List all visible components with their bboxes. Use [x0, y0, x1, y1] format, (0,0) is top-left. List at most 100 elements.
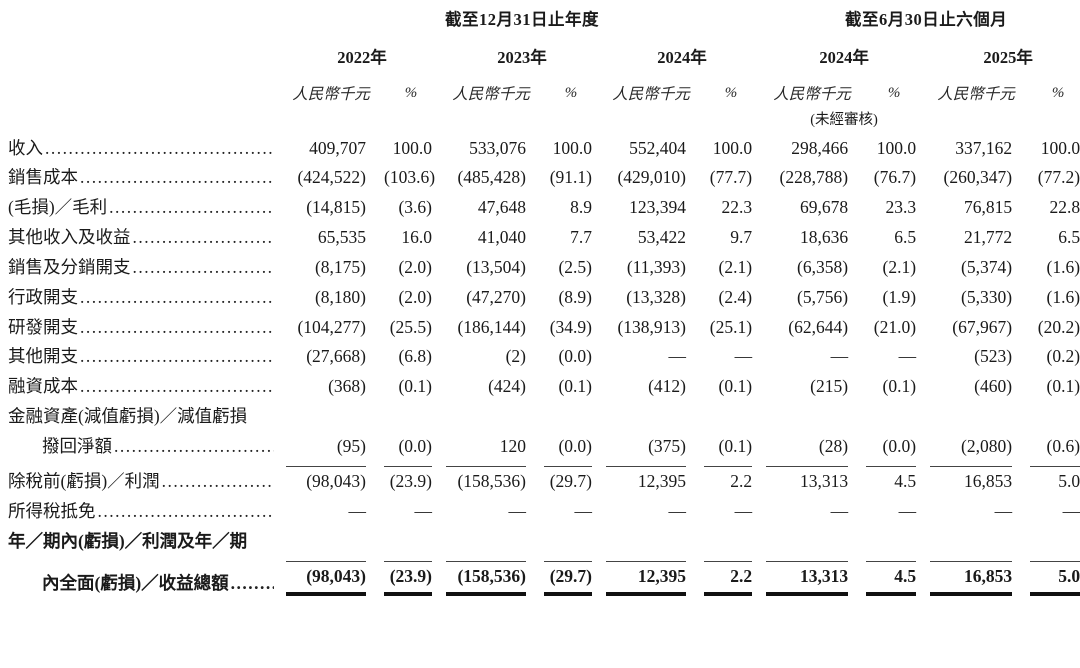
cell-amount: 69,678	[762, 193, 862, 223]
cell-percent	[1026, 402, 1080, 432]
cell-value: (2.0)	[398, 256, 432, 277]
cell-percent: (0.1)	[540, 372, 602, 402]
cell-amount	[926, 526, 1026, 556]
cell-percent: (103.6)	[380, 163, 442, 193]
leader-dots: ........................................…	[132, 227, 275, 248]
double-underline	[606, 592, 686, 597]
cell-value: (0.1)	[882, 376, 917, 397]
cell-percent: (0.1)	[700, 431, 762, 461]
cell-percent: (29.7)	[540, 556, 602, 598]
cell-value: 16,853	[930, 465, 1013, 494]
cell-percent: 2.2	[700, 556, 762, 598]
cell-percent: (77.2)	[1026, 163, 1080, 193]
table-row: (毛損)／毛利.................................…	[0, 193, 1080, 223]
cell-amount: 409,707	[282, 133, 380, 163]
cell-amount: (215)	[762, 372, 862, 402]
cell-value: (5,330)	[961, 286, 1013, 307]
cell-percent: —	[700, 342, 762, 372]
cell-percent: 22.8	[1026, 193, 1080, 223]
cell-value: (21.0)	[873, 316, 917, 337]
group-title-annual: 截至12月31日止年度	[445, 10, 600, 29]
cell-value: (77.7)	[709, 167, 753, 188]
row-label: 銷售成本....................................…	[0, 163, 282, 193]
cell-percent: 16.0	[380, 223, 442, 253]
cell-value: 2.2	[704, 465, 753, 494]
cell-amount: (424,522)	[282, 163, 380, 193]
cell-percent: —	[862, 497, 926, 527]
cell-amount: (523)	[926, 342, 1026, 372]
cell-value: —	[734, 501, 753, 522]
pct-label-2025-interim: %	[1051, 84, 1065, 101]
cell-amount: (368)	[282, 372, 380, 402]
cell-percent: (0.0)	[862, 431, 926, 461]
cell-value: (228,788)	[779, 167, 849, 188]
cell-amount: (485,428)	[442, 163, 540, 193]
year-header-2023: 2023年	[497, 48, 547, 67]
cell-amount	[602, 402, 700, 432]
cell-amount: (67,967)	[926, 312, 1026, 342]
cell-amount: 41,040	[442, 223, 540, 253]
cell-value: 100.0	[552, 137, 592, 158]
cell-percent: 22.3	[700, 193, 762, 223]
cell-percent: —	[540, 497, 602, 527]
cell-amount: 76,815	[926, 193, 1026, 223]
cell-value: 5.0	[1030, 465, 1080, 494]
unit-label-2024: 人民幣千元	[612, 86, 690, 103]
cell-percent: —	[862, 342, 926, 372]
cell-value: (375)	[648, 435, 686, 456]
cell-percent: (25.1)	[700, 312, 762, 342]
cell-value: (11,393)	[626, 256, 686, 277]
table-row: 其他收入及收益.................................…	[0, 223, 1080, 253]
cell-value: (34.9)	[549, 316, 592, 337]
cell-value: 22.3	[721, 197, 753, 218]
cell-value: 6.5	[1058, 227, 1080, 248]
table-row: 銷售成本....................................…	[0, 163, 1080, 193]
unit-row-spacer	[0, 73, 282, 106]
cell-value: 16.0	[401, 227, 432, 248]
cell-amount: (158,536)	[442, 556, 540, 598]
cell-amount: —	[602, 342, 700, 372]
cell-value: (95)	[336, 435, 366, 456]
table-row: 收入......................................…	[0, 133, 1080, 163]
cell-percent: (8.9)	[540, 282, 602, 312]
cell-value: (0.0)	[558, 435, 592, 456]
cell-value: 533,076	[469, 137, 526, 158]
cell-percent	[700, 526, 762, 556]
header-year-row: 2022年 2023年 2024年 2024年 2025年	[0, 35, 1080, 71]
double-underline	[544, 592, 592, 597]
cell-value: 100.0	[392, 137, 432, 158]
year-row-spacer	[0, 35, 282, 71]
cell-value: (29.7)	[544, 560, 592, 597]
cell-value: 120	[499, 435, 526, 456]
cell-percent: (29.7)	[540, 461, 602, 496]
cell-amount: (98,043)	[282, 461, 380, 496]
row-label: 其他收入及收益.................................…	[0, 223, 282, 253]
cell-value: —	[348, 501, 367, 522]
row-label-text: 撥回淨額	[42, 435, 112, 456]
cell-amount: (2)	[442, 342, 540, 372]
cell-percent: (76.7)	[862, 163, 926, 193]
row-label: 除稅前(虧損)／利潤..............................…	[0, 461, 282, 496]
cell-value: (429,010)	[617, 167, 686, 188]
row-label-text: 其他收入及收益	[8, 227, 131, 248]
double-underline	[766, 592, 849, 597]
cell-percent: 100.0	[540, 133, 602, 163]
row-label: 研發開支....................................…	[0, 312, 282, 342]
cell-percent: (2.1)	[862, 252, 926, 282]
cell-amount	[926, 402, 1026, 432]
table-body: 收入......................................…	[0, 133, 1080, 599]
leader-dots: ........................................…	[161, 471, 274, 492]
cell-amount	[762, 526, 862, 556]
cell-value: —	[734, 346, 753, 367]
cell-value: (103.6)	[384, 167, 436, 188]
cell-value: (98,043)	[286, 560, 366, 597]
cell-value: 7.7	[570, 227, 592, 248]
row-label-text: 所得稅抵免	[8, 501, 96, 522]
table-row: 撥回淨額....................................…	[0, 431, 1080, 461]
cell-percent: (0.0)	[540, 342, 602, 372]
cell-value: (215)	[810, 376, 849, 397]
cell-percent: 4.5	[862, 556, 926, 598]
row-label: 撥回淨額....................................…	[0, 431, 282, 461]
cell-percent: 100.0	[862, 133, 926, 163]
cell-amount	[762, 402, 862, 432]
